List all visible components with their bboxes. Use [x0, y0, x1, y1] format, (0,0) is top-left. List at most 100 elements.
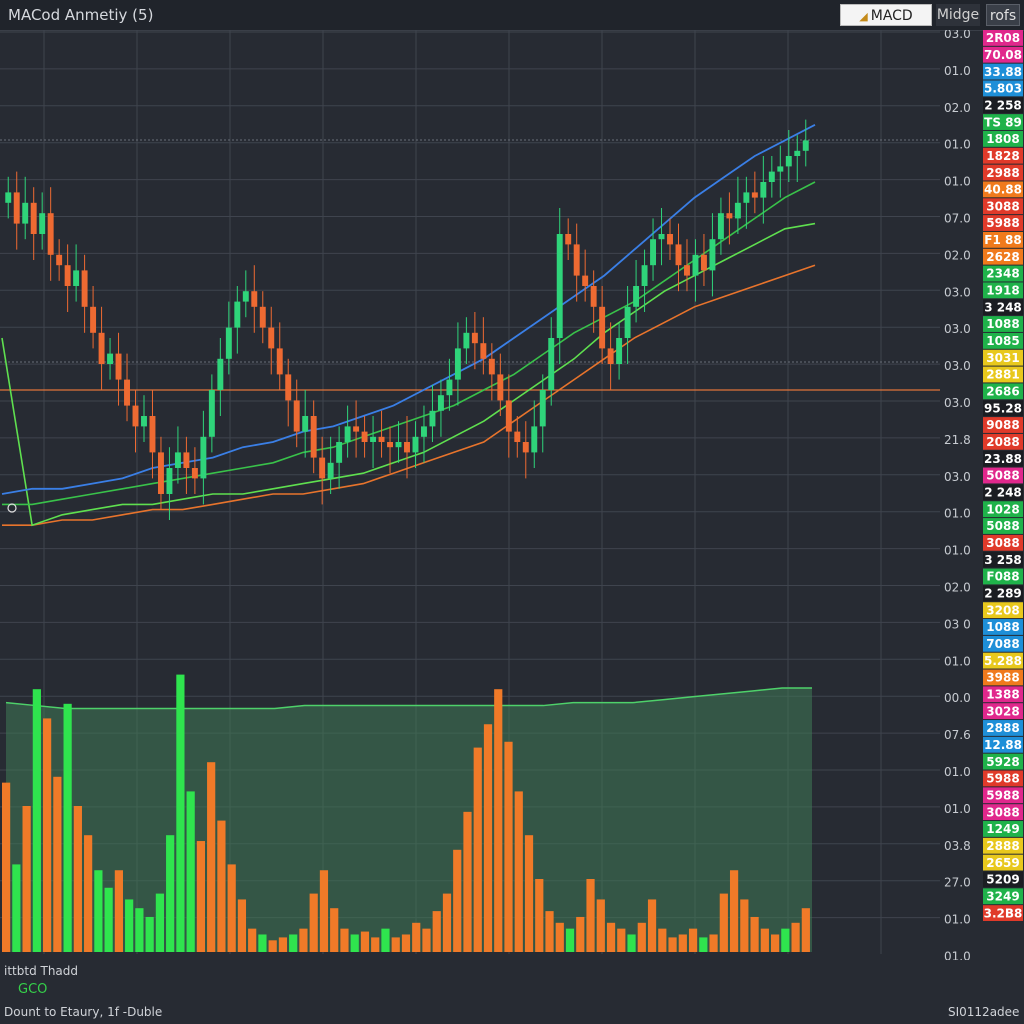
- volume-bar: [770, 934, 780, 952]
- volume-bar: [125, 899, 134, 952]
- y-axis-label: 03.0: [944, 396, 971, 410]
- candle-body: [794, 150, 801, 156]
- volume-bar: [391, 937, 400, 952]
- candle-body: [624, 306, 631, 338]
- volume-bar: [278, 937, 288, 952]
- candle-body: [437, 395, 444, 411]
- volume-bar: [750, 916, 759, 952]
- candle-body: [302, 416, 309, 432]
- y-axis-label: 01.0: [944, 175, 971, 189]
- candle-body: [217, 358, 224, 390]
- candle-body: [387, 442, 394, 448]
- volume-area-line: [5, 687, 812, 710]
- y-axis-label: 01.0: [944, 802, 971, 816]
- price-tag-text: 2 289: [984, 587, 1022, 601]
- price-tag-text: 1085: [986, 334, 1019, 348]
- candle-body: [141, 416, 147, 427]
- candle-body: [107, 353, 114, 364]
- midge-button[interactable]: Midge: [936, 4, 980, 26]
- price-tag-text: 1918: [986, 284, 1019, 298]
- price-tag-text: 5928: [986, 755, 1019, 769]
- y-axis-label: 01.0: [944, 913, 971, 927]
- price-tag-bg: [983, 635, 1023, 652]
- macd-label: MACD: [870, 8, 913, 24]
- candle-body: [531, 426, 538, 453]
- volume-bar: [12, 864, 21, 952]
- price-tag-text: 5088: [986, 469, 1019, 483]
- candle-body: [5, 192, 12, 203]
- volume-bar: [319, 870, 329, 952]
- candle-body: [251, 291, 258, 307]
- candle-body: [234, 301, 241, 328]
- price-tag-text: 5.803: [984, 82, 1022, 96]
- candle-body: [268, 327, 275, 349]
- candle-body: [641, 265, 648, 286]
- price-tag-text: 95.28: [984, 401, 1022, 415]
- volume-bar: [709, 934, 718, 952]
- ma-blue-line: [1, 124, 816, 495]
- volume-bar: [422, 928, 431, 952]
- candle-body: [166, 468, 173, 494]
- y-axis-label: 02.0: [944, 581, 971, 595]
- y-axis-label: 01.0: [944, 138, 971, 152]
- volume-bar: [237, 899, 247, 952]
- candle-body: [454, 348, 461, 380]
- price-tag-bg: [983, 181, 1023, 198]
- macd-button[interactable]: ◢ MACD: [840, 4, 932, 26]
- price-tag-bg: [983, 147, 1023, 164]
- volume-bar: [145, 916, 154, 952]
- y-axis-label: 03.8: [944, 839, 971, 853]
- price-tags: 2R08 70.08 33.88 5.803 2 258 TS 89 1808 1828 298…: [983, 30, 1023, 921]
- volume-bar: [155, 893, 164, 952]
- candle-body: [259, 306, 266, 328]
- price-tag-text: 40.88: [984, 183, 1022, 197]
- candle-body: [64, 265, 71, 286]
- volume-bar: [791, 922, 800, 952]
- volume-bar: [166, 835, 175, 952]
- candle-body: [446, 379, 453, 396]
- volume-bar: [801, 908, 810, 952]
- price-tag-text: 3208: [986, 603, 1019, 617]
- price-tag-bg: [983, 770, 1023, 787]
- volume-bar: [176, 674, 185, 952]
- price-tag-bg: [983, 450, 1023, 467]
- volume-bar: [596, 899, 605, 952]
- title-bar: MACod Anmetiy (5) ◢ MACD Midge rofs: [0, 0, 1024, 31]
- volume-bar: [196, 841, 206, 952]
- price-tag-text: 1088: [986, 620, 1019, 634]
- volume-bar: [494, 689, 503, 952]
- volume-bar: [381, 928, 390, 952]
- volume-bar: [340, 928, 349, 952]
- price-tag-text: 33.88: [984, 65, 1022, 79]
- volume-bar: [473, 747, 482, 952]
- volume-bar: [104, 887, 113, 952]
- y-axis-label: 01.0: [944, 544, 971, 558]
- price-tag-bg: [983, 854, 1023, 871]
- price-tag-text: 2088: [986, 435, 1019, 449]
- price-tag-bg: [983, 114, 1023, 130]
- candle-body: [404, 442, 410, 453]
- ma-light-green-line: [1, 222, 816, 527]
- candle-body: [582, 275, 589, 286]
- volume-bar: [627, 934, 636, 952]
- candle-body: [157, 452, 164, 494]
- price-tag-bg: [983, 686, 1023, 703]
- price-tag-bg: [983, 349, 1023, 366]
- volume-bar: [309, 893, 318, 952]
- volume-bar: [688, 928, 698, 952]
- volume-bar: [73, 806, 82, 952]
- candle-body: [327, 462, 334, 479]
- price-tag-text: 2 258: [984, 98, 1022, 112]
- candle-body: [751, 192, 758, 198]
- y-axis-label: 01.0: [944, 64, 971, 78]
- macd-icon: ◢: [859, 10, 868, 23]
- candle-body: [471, 332, 478, 344]
- y-axis-label: 01.0: [944, 507, 971, 521]
- volume-bar: [637, 922, 646, 952]
- candle-body: [115, 353, 122, 380]
- candle-body: [684, 265, 690, 276]
- candle-body: [429, 410, 436, 427]
- volume-bar: [504, 741, 513, 952]
- rofs-button[interactable]: rofs: [986, 4, 1020, 26]
- volume-bar: [586, 879, 595, 952]
